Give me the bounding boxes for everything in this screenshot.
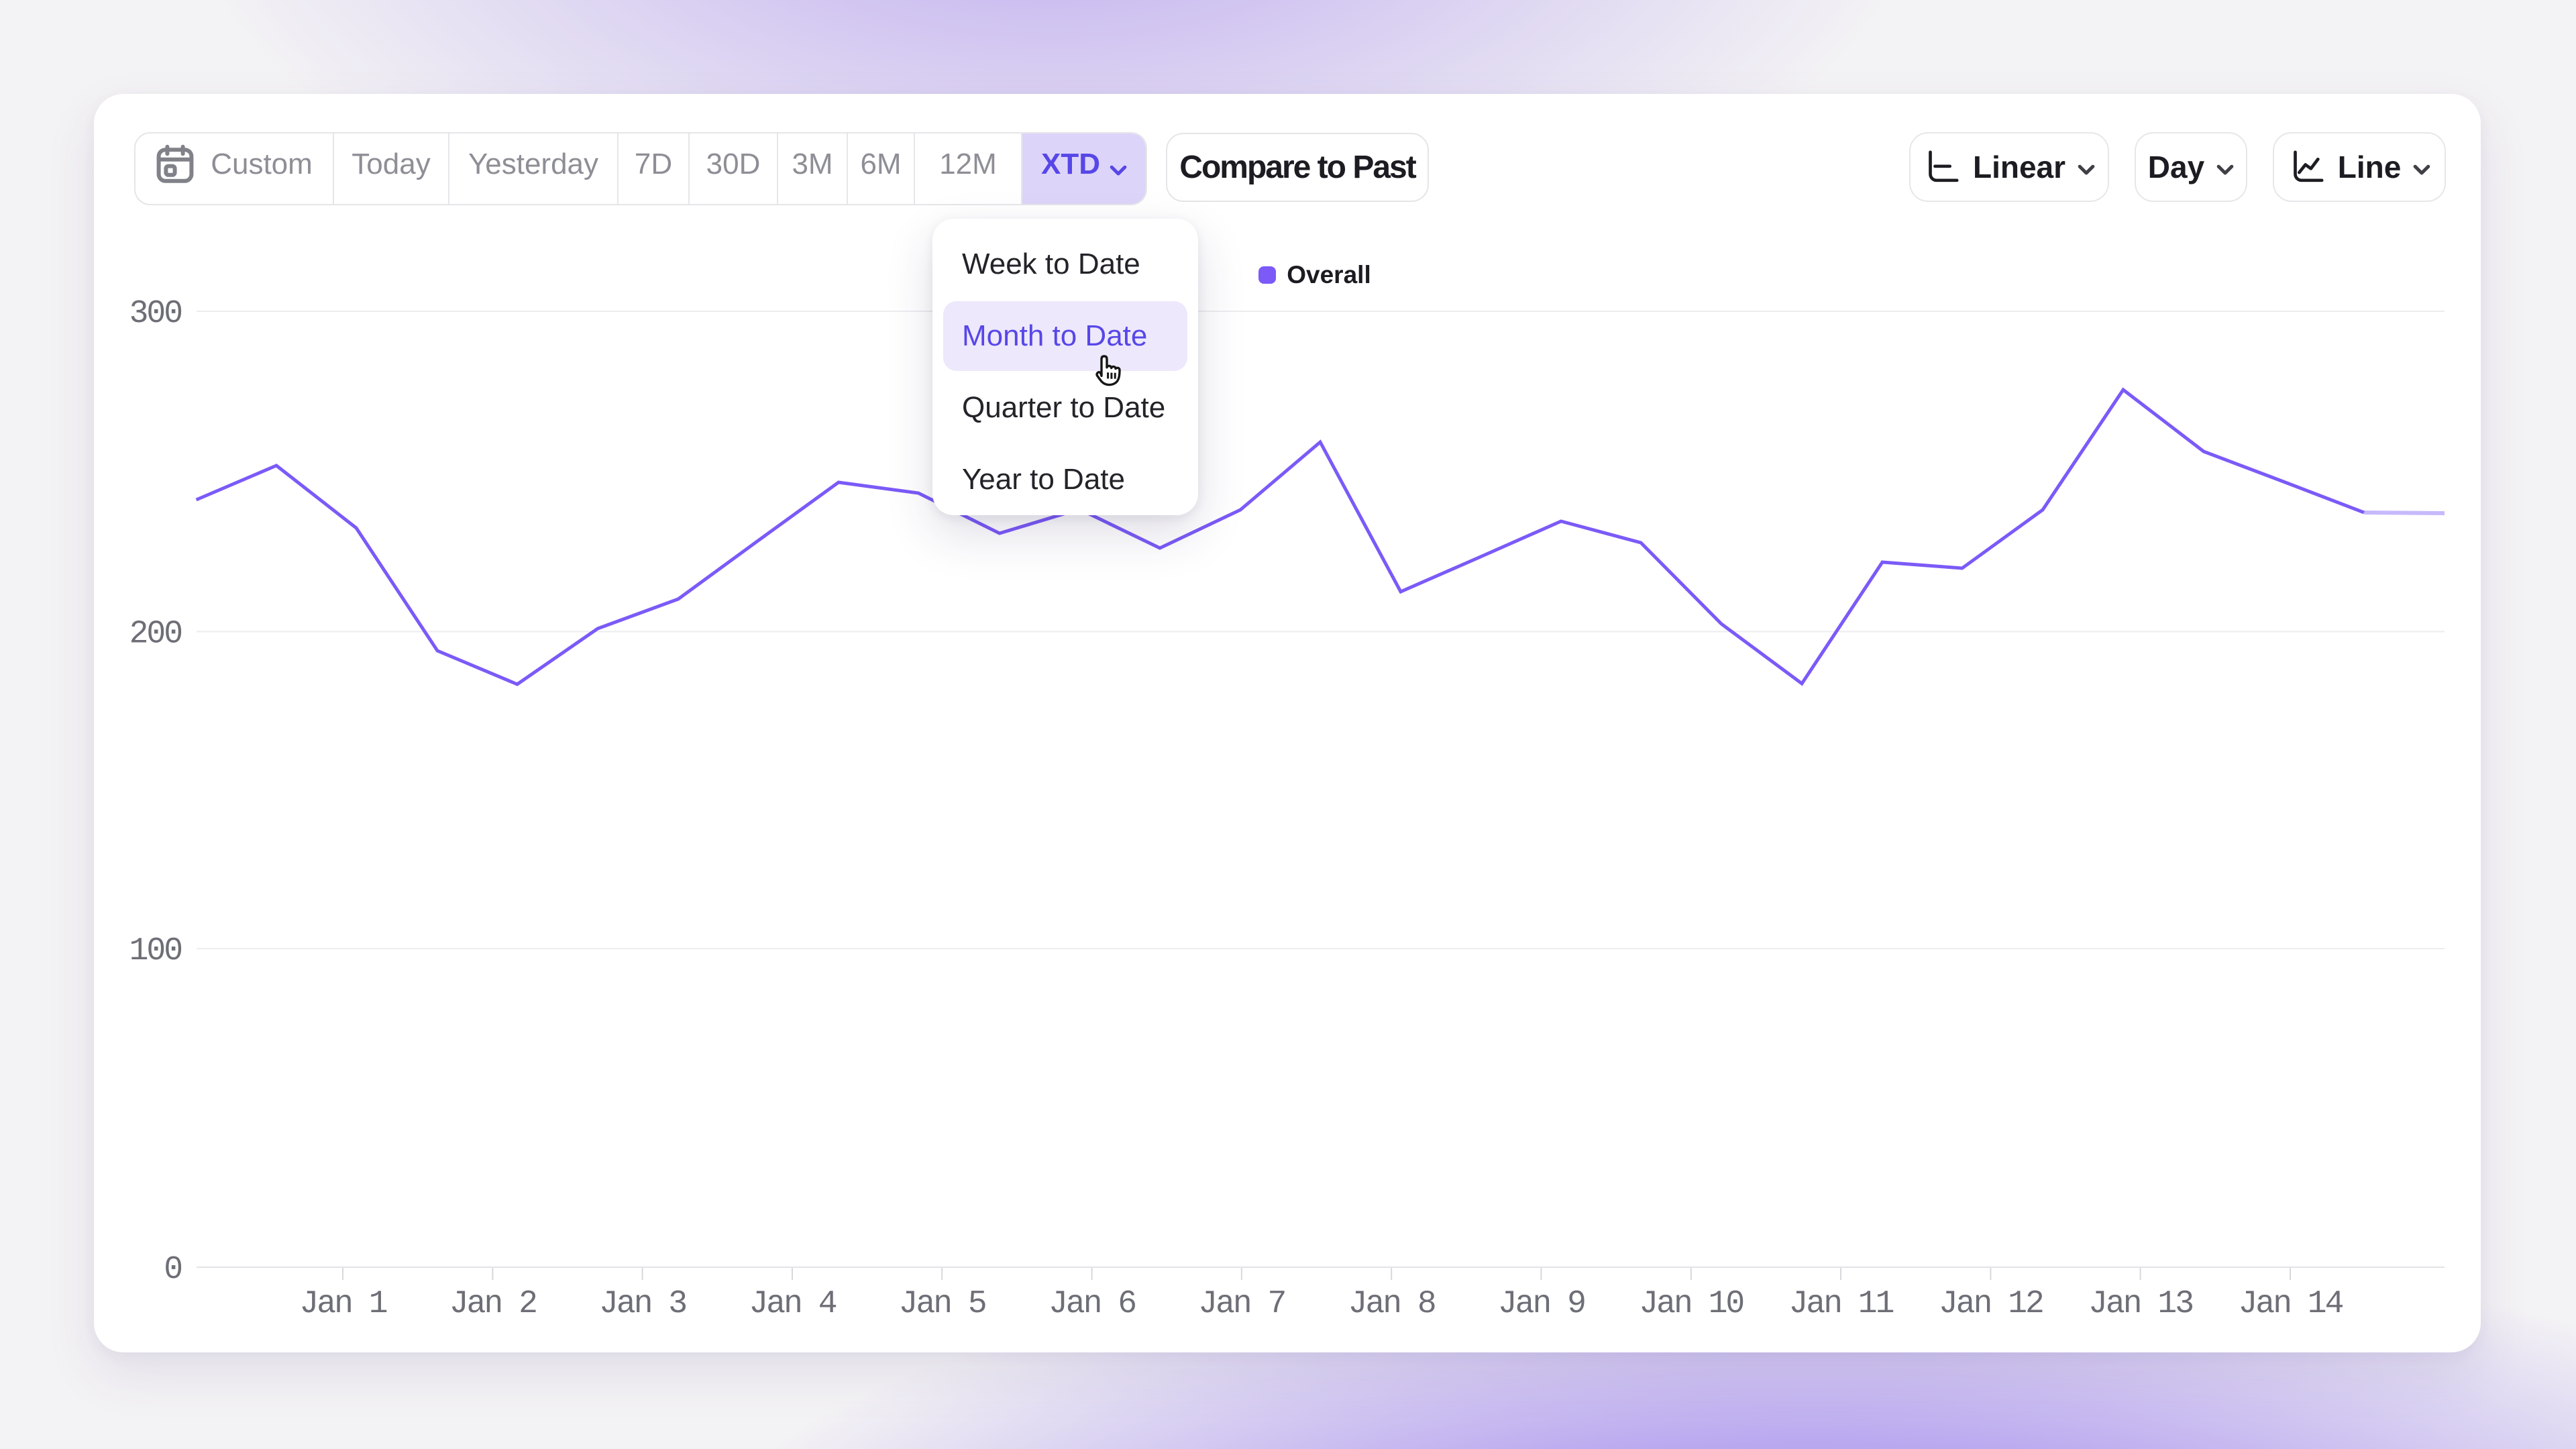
svg-text:200: 200 — [129, 616, 182, 653]
svg-text:300: 300 — [129, 296, 182, 332]
svg-text:Jan 6: Jan 6 — [1049, 1286, 1135, 1322]
svg-text:Jan 14: Jan 14 — [2239, 1286, 2343, 1322]
svg-text:Jan 12: Jan 12 — [1939, 1286, 2043, 1322]
svg-text:Jan 1: Jan 1 — [299, 1286, 386, 1322]
svg-text:Jan 3: Jan 3 — [599, 1286, 686, 1322]
svg-text:Jan 5: Jan 5 — [899, 1286, 985, 1322]
svg-text:Jan 7: Jan 7 — [1198, 1286, 1285, 1322]
svg-text:Jan 8: Jan 8 — [1348, 1286, 1435, 1322]
svg-text:0: 0 — [164, 1252, 181, 1288]
svg-text:Jan 11: Jan 11 — [1789, 1286, 1894, 1322]
svg-text:Jan 2: Jan 2 — [449, 1286, 536, 1322]
svg-text:Jan 10: Jan 10 — [1639, 1286, 1743, 1322]
svg-text:Jan 13: Jan 13 — [2088, 1286, 2192, 1322]
svg-text:Jan 4: Jan 4 — [749, 1286, 836, 1322]
svg-text:Jan 9: Jan 9 — [1498, 1286, 1585, 1322]
svg-text:100: 100 — [129, 933, 182, 969]
